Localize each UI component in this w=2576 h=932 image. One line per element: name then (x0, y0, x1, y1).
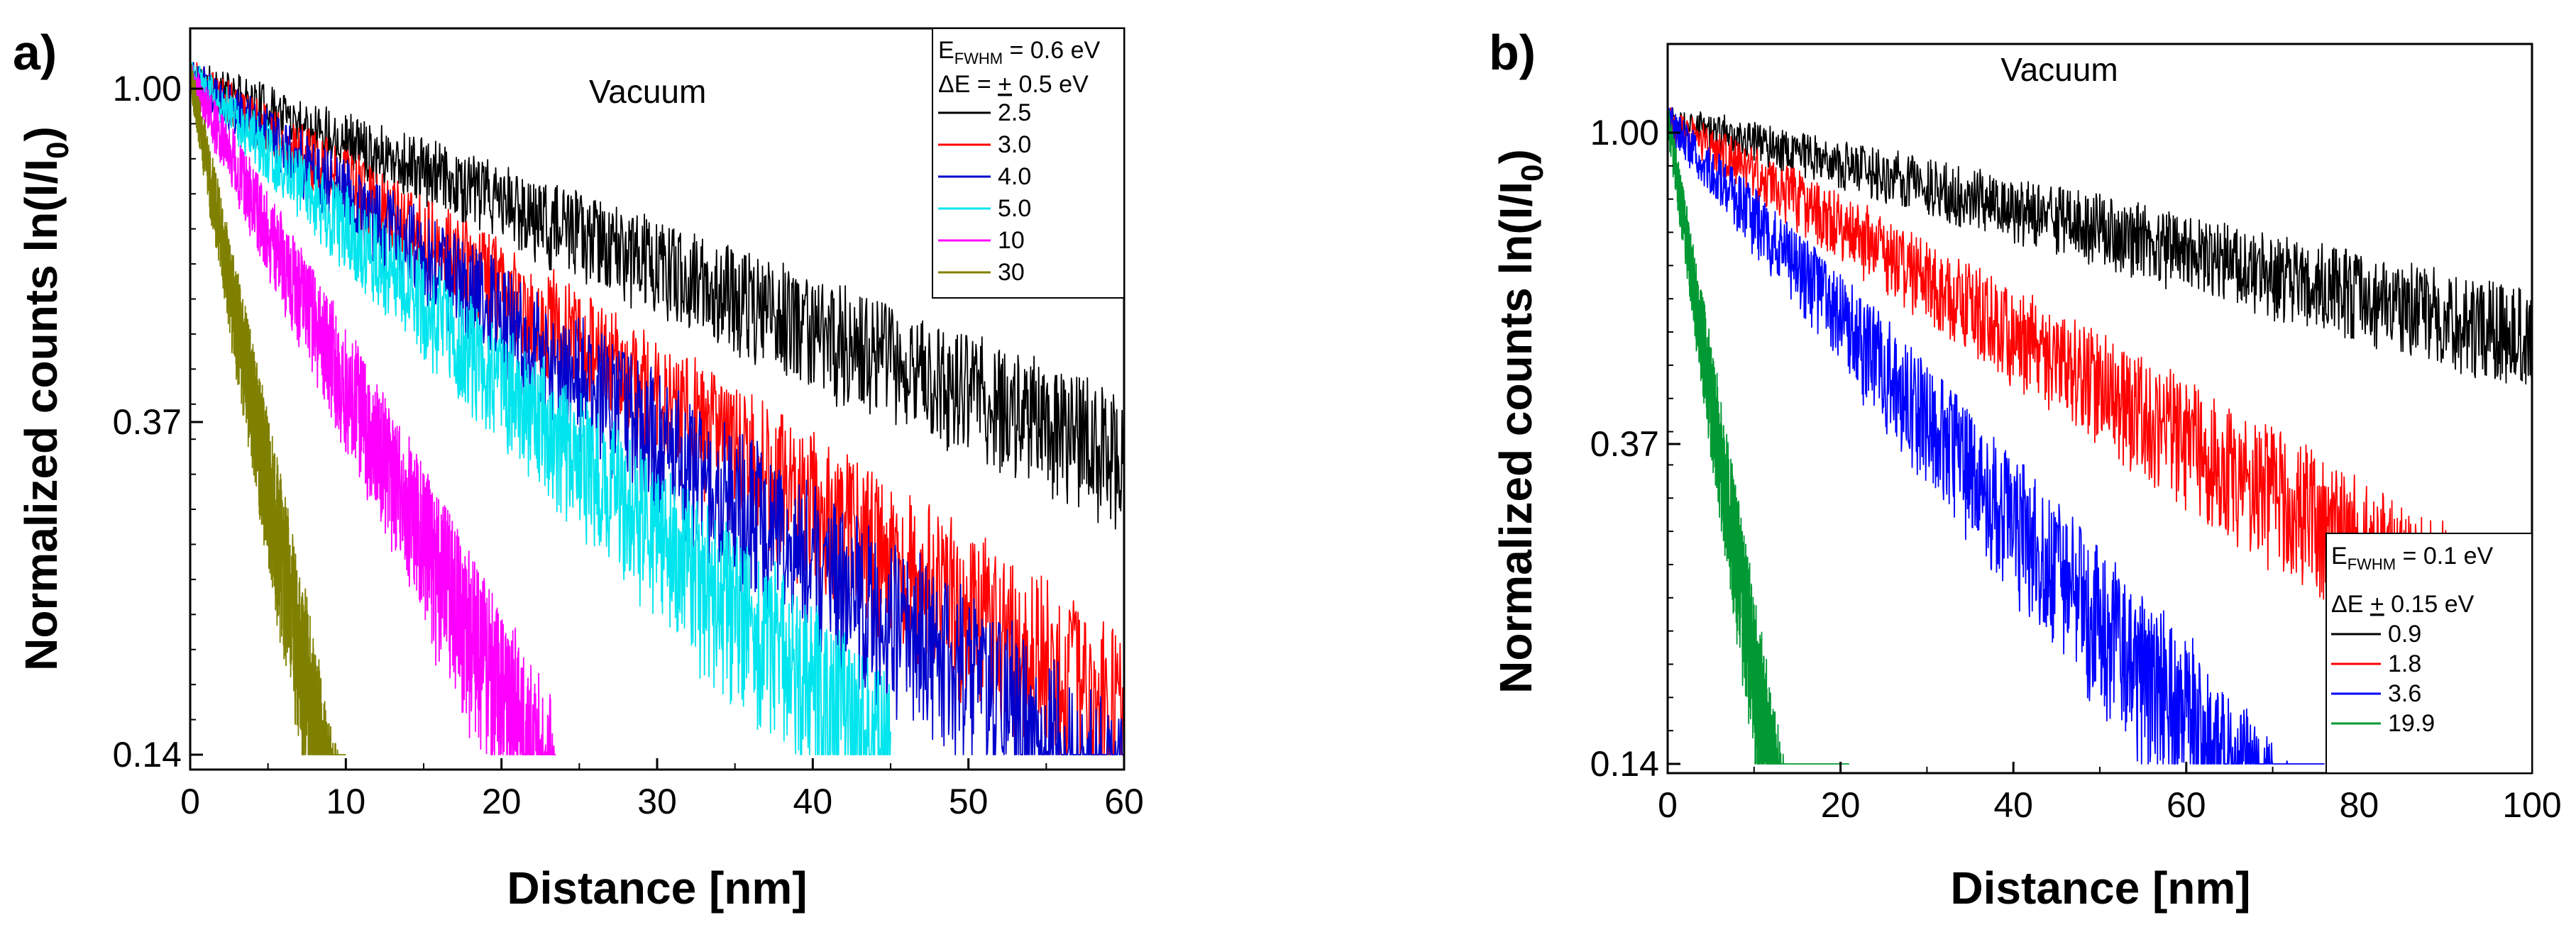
panel-a-label: a) (13, 25, 57, 80)
panel-b-ylabel-end: ) (1490, 149, 1541, 164)
panel-a-xlabel: Distance [nm] (507, 862, 807, 914)
panel-a-series-10 (189, 65, 556, 755)
panel-a-series-30 (189, 62, 347, 755)
panel-a-ytick-label: 0.14 (113, 735, 182, 775)
panel-b-legend-fwhm: FWHM (2347, 555, 2396, 573)
panel-b-series-3.6 (1667, 107, 2325, 765)
panel-b-ytick-label: 1.00 (1590, 113, 1659, 152)
panel-a-xtick-label: 40 (793, 782, 833, 821)
panel-a-series-5.0 (189, 62, 891, 755)
panel-b-series-19.9 (1667, 108, 1850, 765)
panel-b-ylabel-main: Normalized counts ln(I/I (1490, 182, 1541, 694)
panel-a-legend-pm: + (998, 71, 1012, 98)
panel-a-ylabel-end: ) (16, 126, 67, 141)
panel-b-xlabel: Distance [nm] (1950, 862, 2250, 914)
panel-a-legend: EFWHM = 0.6 eV ΔE = + 0.5 eV 2.5 3.0 4.0 5.… (932, 28, 1125, 299)
panel-a-legend-title-2: ΔE = + 0.5 eV (938, 71, 1089, 98)
panel-b-ytick-label: 0.37 (1590, 424, 1659, 464)
panel-b-legend-items: 0.91.8 3.6 19.9 (2331, 621, 2435, 737)
panel-a-ylabel: Normalized counts ln(I/I0) (16, 126, 75, 671)
panel-a-legend-label: 5.0 (998, 195, 1031, 222)
panel-b-legend-e: E (2331, 543, 2347, 570)
panel-a-ytick-label: 1.00 (113, 69, 182, 109)
panel-b-ylabel: Normalized counts ln(I/I0) (1490, 149, 1550, 694)
panel-a-legend-box (932, 28, 1125, 299)
panel-a-annotation: Vacuum (589, 73, 706, 110)
panel-a-xtick-label: 30 (637, 782, 677, 821)
panel-a-xtick-label: 50 (949, 782, 989, 821)
panel-b-xtick-label: 60 (2167, 785, 2206, 825)
panel-b-legend-box (2325, 533, 2533, 774)
panel-a-legend-label: 10 (998, 227, 1025, 254)
panel-b-xtick-label: 100 (2502, 785, 2561, 825)
panel-a-legend-de-value: 0.5 eV (1012, 71, 1089, 98)
panel-a-xtick-label: 20 (482, 782, 522, 821)
panel-a-ticks: 0 10 20 30 40 50 60 1.00 0.37 0.14 (113, 69, 1144, 821)
panel-a-xtick-label: 60 (1104, 782, 1144, 821)
panel-b-annotation: Vacuum (2000, 51, 2118, 88)
panel-b-legend-fwhm-value: = 0.1 eV (2396, 543, 2493, 570)
panel-a-legend-de: ΔE = (938, 71, 998, 98)
panel-a-legend-fwhm: FWHM (954, 50, 1003, 67)
panel-a-legend-label: 30 (998, 259, 1025, 286)
panel-b-legend: EFWHM = 0.1 eV ΔE + 0.15 eV 0.91.8 3.6 19.… (2325, 533, 2533, 774)
panel-b: b) 0 20 40 60 80 100 1.00 0.37 0.14 Vacuum Dista… (1489, 25, 2562, 914)
panel-a-legend-items: 2.5 3.0 4.0 5.0 10 30 (938, 99, 1031, 286)
panel-a-series-2.5 (189, 63, 1125, 538)
panel-a-legend-fwhm-value: = 0.6 eV (1003, 37, 1100, 64)
panel-b-series-0.9 (1667, 107, 2533, 385)
panel-b-legend-de-value: 0.15 eV (2384, 591, 2475, 618)
panel-a-legend-label: 3.0 (998, 131, 1031, 158)
panel-a-ylabel-sub: 0 (40, 141, 75, 158)
panel-b-xtick-label: 40 (1993, 785, 2033, 825)
panel-b-legend-title-2: ΔE + 0.15 eV (2331, 591, 2475, 618)
panel-b-legend-title-1: EFWHM = 0.1 eV (2331, 543, 2493, 573)
panel-b-legend-de: ΔE (2331, 591, 2370, 618)
panel-a-legend-label: 4.0 (998, 163, 1031, 190)
panel-a-legend-label: 2.5 (998, 99, 1031, 126)
panel-a-legend-title-1: EFWHM = 0.6 eV (938, 37, 1100, 67)
panel-a-xtick-label: 10 (326, 782, 366, 821)
panel-b-legend-pm: + (2370, 591, 2384, 618)
panel-b-ytick-label: 0.14 (1590, 744, 1659, 784)
panel-b-xtick-label: 80 (2340, 785, 2379, 825)
panel-b-legend-label: 3.6 (2388, 680, 2421, 707)
panel-a-series-3.0 (189, 62, 1125, 755)
panel-b-xtick-label: 20 (1821, 785, 1861, 825)
panel-b-xtick-label: 0 (1658, 785, 1678, 825)
panel-a-legend-e: E (938, 37, 954, 64)
panel-a: a) 0 10 20 30 40 50 60 1.00 0.37 0.14 Vacuum Dist… (13, 25, 1144, 914)
panel-a-ytick-label: 0.37 (113, 402, 182, 442)
panel-a-series (189, 62, 1125, 755)
panel-a-ylabel-main: Normalized counts ln(I/I (16, 159, 67, 671)
panel-b-legend-label: 1.8 (2388, 650, 2421, 677)
panel-a-xtick-label: 0 (180, 782, 200, 821)
panel-b-legend-label: 0.9 (2388, 621, 2421, 648)
panel-b-label: b) (1489, 25, 1536, 80)
panel-b-legend-label: 19.9 (2388, 710, 2435, 737)
panel-b-ylabel-sub: 0 (1515, 164, 1550, 181)
